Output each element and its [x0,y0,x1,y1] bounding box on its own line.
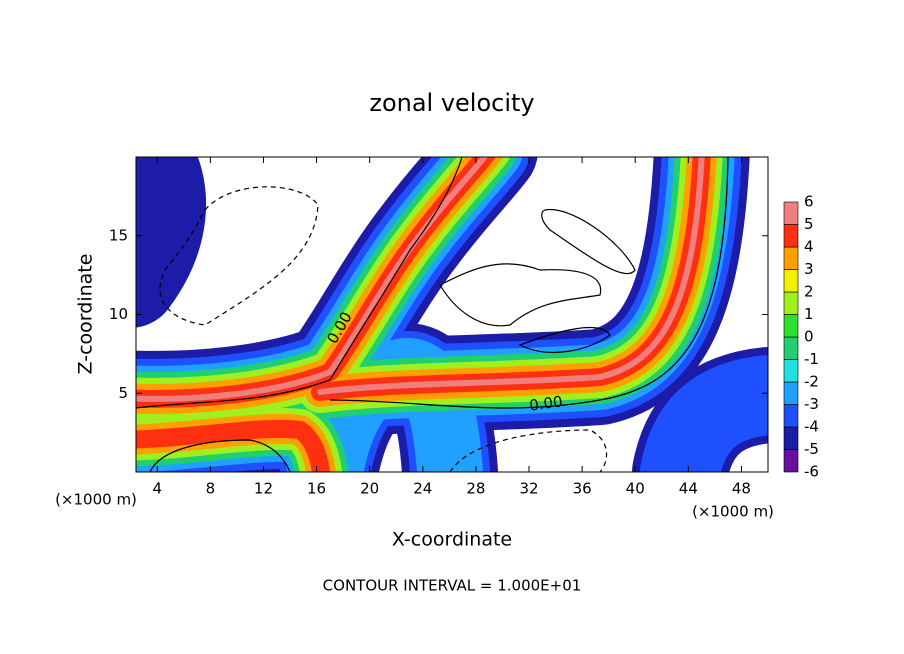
colorbar-bin [783,224,799,248]
contour-line [149,439,291,472]
colorbar-bin [783,201,799,225]
colorbar-bin [783,404,799,428]
x-tick-label: 36 [573,480,592,498]
colorbar-label: -5 [804,440,819,458]
x-unit: (×1000 m) [692,503,774,521]
colorbar-label: -6 [804,463,819,481]
x-tick-label: 20 [360,480,379,498]
colorbar-label: 5 [804,215,814,233]
colorbar-label: 6 [804,193,814,211]
contour-label: 0.00 [528,392,564,414]
colorbar-label: 4 [804,238,814,256]
colorbar-label: -1 [804,350,819,368]
contour-line [518,326,611,353]
filled-field [120,150,768,480]
contour-line [159,186,319,326]
y-tick-label: 10 [109,305,128,323]
y-tick-label: 15 [109,226,128,244]
x-tick-label: 28 [466,480,485,498]
y-axis-label: Z-coordinate [75,254,97,375]
x-tick-label: 4 [152,480,162,498]
colorbar-bin [783,314,799,338]
colorbar-label: -2 [804,373,819,391]
colorbar-bin [783,381,799,405]
colorbar-label: -4 [804,418,819,436]
colorbar-bin [783,336,799,360]
footer: CONTOUR INTERVAL = 1.000E+01 [323,577,582,595]
x-tick-label: 12 [254,480,273,498]
band-layers [120,150,768,480]
contour-line [136,157,463,409]
x-tick-label: 44 [679,480,698,498]
chart-title: zonal velocity [369,89,534,117]
colorbar-label: 3 [804,260,814,278]
x-tick-label: 40 [626,480,645,498]
x-tick-label: 24 [413,480,432,498]
x-tick-label: 8 [206,480,216,498]
y-unit: (×1000 m) [55,491,137,509]
colorbar-bin [783,449,799,473]
x-axis-label: X-coordinate [392,529,512,551]
colorbar-label: 1 [804,305,814,323]
contour-line [329,157,729,409]
colorbar-bin [783,426,799,450]
colorbar-bin [783,269,799,293]
x-tick-label: 48 [732,480,751,498]
contour-line [449,429,608,472]
colorbar-bin [783,246,799,270]
x-tick-label: 16 [307,480,326,498]
colorbar-label: 0 [804,328,814,346]
colorbar-label: 2 [804,283,814,301]
contour-line [439,263,602,327]
contour-line [541,208,636,275]
colorbar-bin [783,291,799,315]
y-tick-label: 5 [118,384,128,402]
x-tick-label: 32 [519,480,538,498]
colorbar-label: -3 [804,395,819,413]
colorbar-bin [783,359,799,383]
